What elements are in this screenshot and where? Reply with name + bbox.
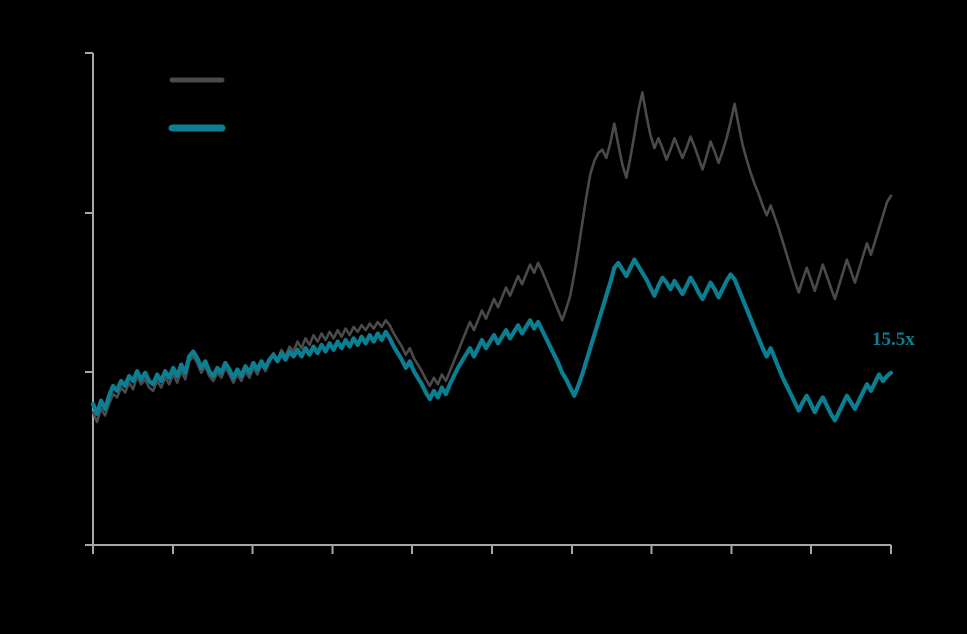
y-axis-tick-label: 25x — [60, 365, 80, 380]
endpoint-value-label: 15.5x — [872, 329, 915, 350]
series-line-gray — [91, 91, 893, 424]
y-axis-tick-label: 15x — [60, 206, 80, 221]
chart-annotations: 15.5x — [872, 329, 915, 350]
chart-series — [90, 91, 894, 424]
y-axis-tick-label: 5x — [66, 46, 80, 61]
chart-axes: 5x 15x 25x 35x — [60, 46, 892, 554]
y-axis-tick-label: 35x — [60, 538, 80, 553]
series-line-teal — [90, 257, 894, 423]
chart-legend — [168, 77, 226, 132]
